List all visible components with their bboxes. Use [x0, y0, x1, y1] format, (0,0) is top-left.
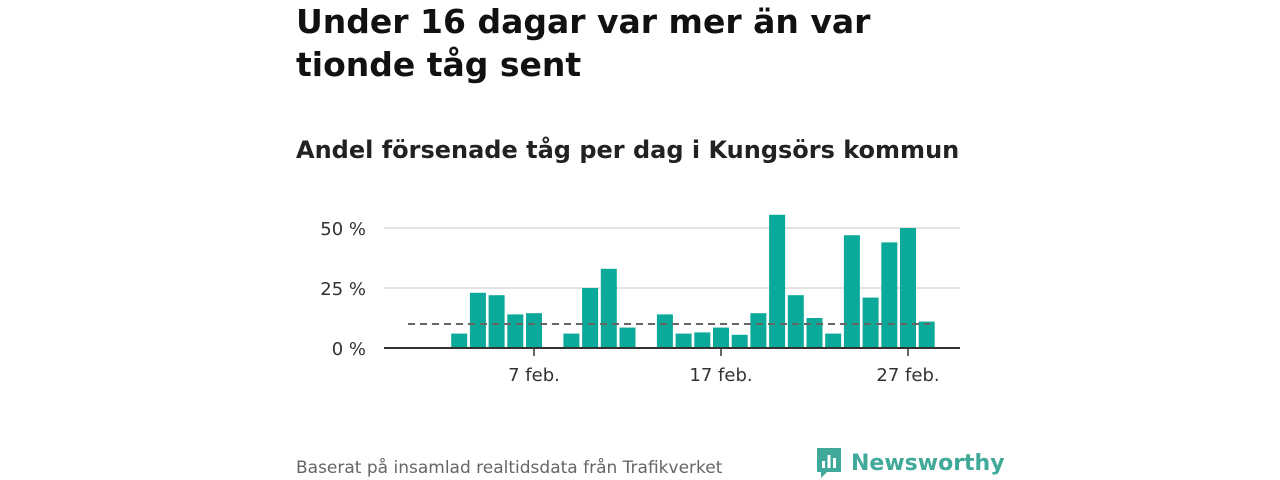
y-tick-label: 25 %	[320, 279, 366, 300]
bar	[507, 314, 524, 348]
bar	[806, 318, 823, 348]
chart-title: Under 16 dagar var mer än var tionde tåg…	[296, 2, 871, 84]
bar	[713, 327, 729, 348]
bar	[563, 333, 580, 348]
grid-lines	[384, 227, 960, 289]
bar	[787, 295, 804, 348]
bar	[900, 228, 916, 348]
bar	[881, 242, 898, 348]
bar	[469, 292, 486, 348]
newsworthy-logo-icon	[817, 448, 841, 478]
bar	[600, 268, 617, 348]
bar	[488, 295, 505, 348]
bars	[451, 214, 935, 348]
bar	[750, 313, 767, 348]
x-tick-label: 27 feb.	[876, 365, 939, 386]
bar	[825, 333, 842, 348]
bar	[731, 334, 748, 348]
chart-subtitle: Andel försenade tåg per dag i Kungsörs k…	[296, 136, 960, 164]
bar	[862, 297, 879, 348]
bar	[656, 314, 673, 348]
bar	[451, 333, 468, 348]
x-tick-label: 7 feb.	[508, 365, 560, 386]
y-tick-label: 50 %	[320, 219, 366, 240]
bar	[675, 333, 692, 348]
bar	[769, 214, 786, 348]
newsworthy-logo[interactable]: Newsworthy	[815, 446, 1005, 480]
bar	[694, 332, 711, 348]
bar	[918, 321, 935, 348]
newsworthy-logo-text: Newsworthy	[851, 450, 1005, 476]
axes: 0 % 25 % 50 % 7 feb. 17 feb. 27 feb.	[320, 219, 960, 386]
bar	[619, 327, 636, 348]
bar	[526, 313, 542, 348]
x-tick-label: 17 feb.	[689, 365, 752, 386]
source-note: Baserat på insamlad realtidsdata från Tr…	[296, 458, 723, 478]
bar	[843, 235, 860, 348]
y-tick-label: 0 %	[332, 339, 366, 360]
bar	[582, 288, 599, 348]
